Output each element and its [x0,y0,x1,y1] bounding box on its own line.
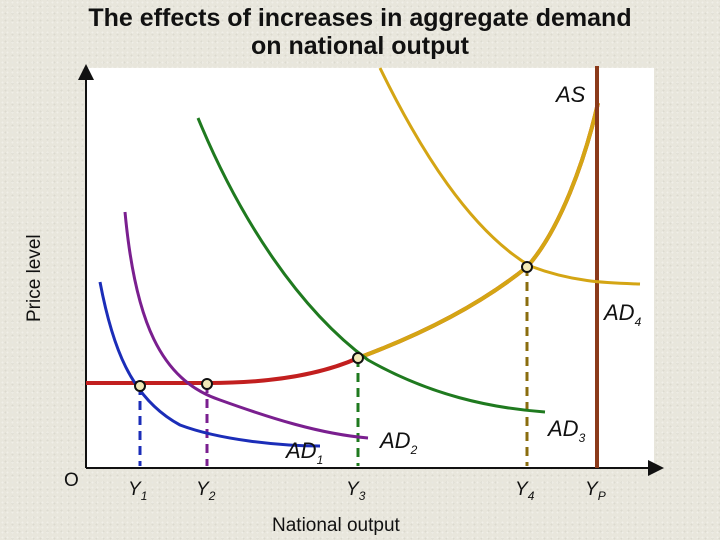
ad3-label-text: AD [546,416,579,441]
title-line-1: The effects of increases in aggregate de… [88,4,632,32]
tick-yp-sub: P [598,489,606,503]
ad3-curve [196,117,546,414]
ad1-curve [98,281,321,448]
ad1-label-text: AD [284,438,317,463]
y-axis-label: Price level [24,234,45,322]
ad2-label-sub: 2 [410,443,418,457]
tick-y2-text: Y [196,479,210,500]
as-label-text: AS [554,82,586,107]
ad4-label-text: AD [602,300,635,325]
ad1-label: AD1 [284,438,323,467]
tick-y3-sub: 3 [359,489,366,503]
tick-y1-text: Y [128,479,142,500]
tick-label-y3: Y3 [346,479,366,503]
ad4-label: AD4 [602,300,642,329]
ad4-label-sub: 4 [635,315,642,329]
as-label: AS [554,82,586,107]
ad2-curve [123,211,369,440]
equilibrium-point-2 [201,378,213,390]
tick-label-y2: Y2 [196,479,216,503]
equilibrium-point-4 [521,261,533,273]
x-axis-label: National output [272,515,401,536]
ad3-label: AD3 [546,416,586,445]
tick-label-y1: Y1 [128,479,147,503]
chart-title: The effects of increases in aggregate de… [0,4,720,60]
origin-label: O [64,470,79,491]
ad2-label-text: AD [378,428,411,453]
tick-label-yp: YP [585,479,606,503]
tick-y1-sub: 1 [141,489,148,503]
ad4-curve [378,67,641,286]
tick-y4-text: Y [515,479,529,500]
plot-area [86,68,654,468]
title-line-2: on national output [250,32,469,60]
ad1-label-sub: 1 [317,453,324,467]
tick-label-y4: Y4 [515,479,535,503]
tick-y4-sub: 4 [528,489,535,503]
tick-yp-text: Y [585,479,599,500]
tick-y2-sub: 2 [208,489,216,503]
equilibrium-point-1 [134,380,146,392]
ad2-label: AD2 [378,428,418,457]
equilibrium-point-3 [352,352,364,364]
ad3-label-sub: 3 [579,431,586,445]
tick-y3-text: Y [346,479,360,500]
